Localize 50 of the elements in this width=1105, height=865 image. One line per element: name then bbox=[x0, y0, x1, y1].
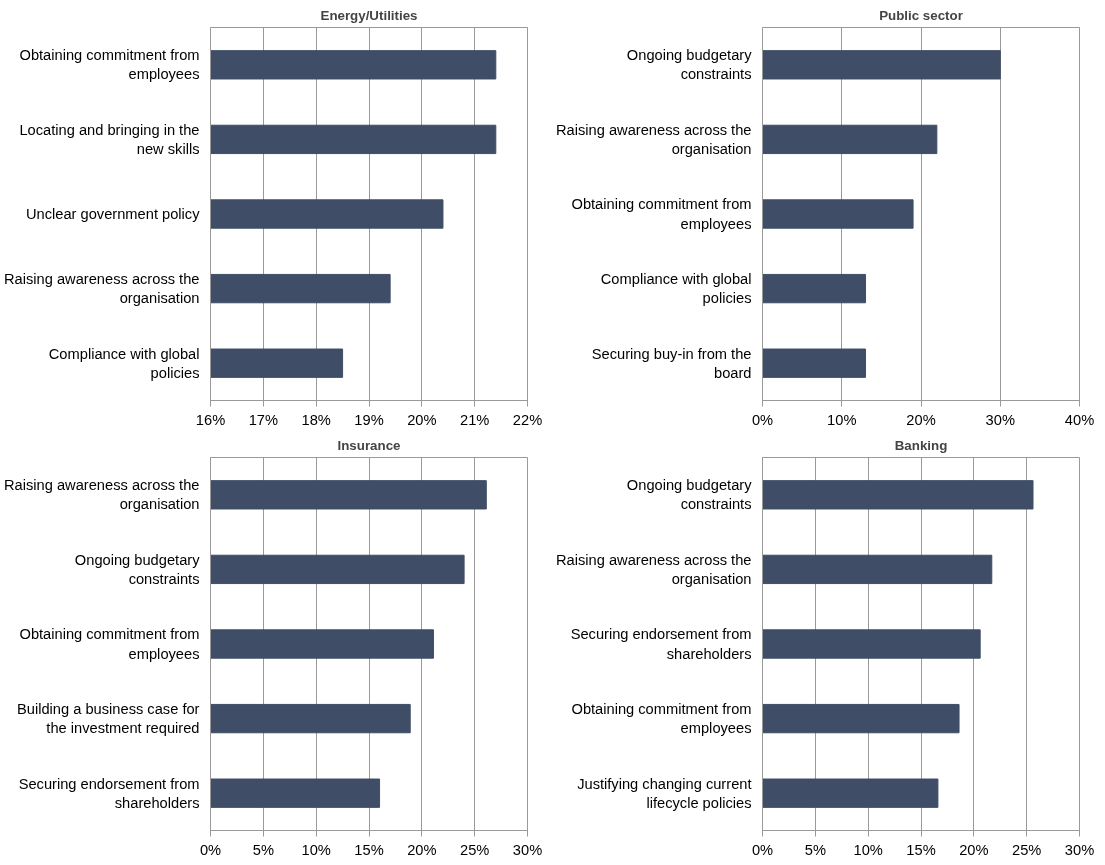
x-tick-label: 21% bbox=[460, 411, 490, 428]
y-tick-label: Raising awareness across the organisation bbox=[3, 477, 200, 513]
x-tick-label: 20% bbox=[959, 841, 989, 858]
x-tick-label: 15% bbox=[906, 841, 936, 858]
x-tick-label: 30% bbox=[1064, 841, 1095, 858]
y-tick-label: Compliance with global policies bbox=[600, 271, 752, 307]
x-tick-label: 30% bbox=[512, 841, 543, 858]
y-tick-label: Obtaining commitment from employees bbox=[571, 701, 752, 737]
x-tick-label: 20% bbox=[906, 411, 936, 428]
x-tick-label: 10% bbox=[827, 411, 857, 428]
x-tick-label: 0% bbox=[751, 411, 774, 428]
y-tick-label: Raising awareness across the organisation bbox=[555, 551, 752, 587]
y-tick-label: Justifying changing current lifecycle policies bbox=[577, 775, 752, 811]
y-tick-label: Obtaining commitment from employees bbox=[571, 196, 752, 232]
x-tick-label: 0% bbox=[751, 841, 774, 858]
y-tick-label: Compliance with global policies bbox=[48, 345, 200, 381]
x-tick-label: 5% bbox=[252, 841, 274, 858]
x-tick-label: 10% bbox=[853, 841, 883, 858]
x-tick-label: 18% bbox=[301, 411, 331, 428]
chart-title: Banking bbox=[894, 437, 948, 453]
y-tick-label: Securing buy-in from the board bbox=[591, 345, 752, 381]
x-tick-label: 30% bbox=[985, 411, 1015, 428]
x-tick-label: 40% bbox=[1064, 411, 1095, 428]
y-tick-label: Ongoing budgetary constraints bbox=[626, 477, 753, 513]
y-tick-label: Obtaining commitment from employees bbox=[19, 47, 200, 83]
x-tick-label: 20% bbox=[407, 841, 437, 858]
chart-title: Public sector bbox=[879, 7, 963, 23]
x-tick-label: 20% bbox=[407, 411, 437, 428]
y-tick-label: Unclear government policy bbox=[25, 206, 201, 222]
chart-title: Insurance bbox=[337, 437, 401, 453]
y-tick-label: Ongoing budgetary constraints bbox=[74, 551, 201, 587]
x-tick-label: 22% bbox=[512, 411, 543, 428]
x-tick-label: 15% bbox=[354, 841, 384, 858]
y-tick-label: Building a business case for the investment required bbox=[17, 701, 200, 737]
x-tick-label: 10% bbox=[301, 841, 331, 858]
x-tick-label: 5% bbox=[804, 841, 826, 858]
y-tick-label: Obtaining commitment from employees bbox=[19, 626, 200, 662]
chart-title: Energy/Utilities bbox=[320, 7, 418, 23]
x-tick-label: 16% bbox=[195, 411, 226, 428]
x-tick-label: 0% bbox=[199, 841, 222, 858]
x-tick-label: 25% bbox=[460, 841, 490, 858]
y-tick-label: Raising awareness across the organisation bbox=[3, 271, 200, 307]
x-tick-label: 25% bbox=[1012, 841, 1042, 858]
y-tick-label: Locating and bringing in the new skills bbox=[19, 121, 200, 157]
y-tick-label: Raising awareness across the organisation bbox=[555, 121, 752, 157]
y-tick-label: Securing endorsement from shareholders bbox=[570, 626, 752, 662]
x-tick-label: 17% bbox=[248, 411, 279, 428]
y-tick-label: Ongoing budgetary constraints bbox=[626, 47, 753, 83]
x-tick-label: 19% bbox=[354, 411, 384, 428]
y-tick-label: Securing endorsement from shareholders bbox=[18, 775, 200, 811]
